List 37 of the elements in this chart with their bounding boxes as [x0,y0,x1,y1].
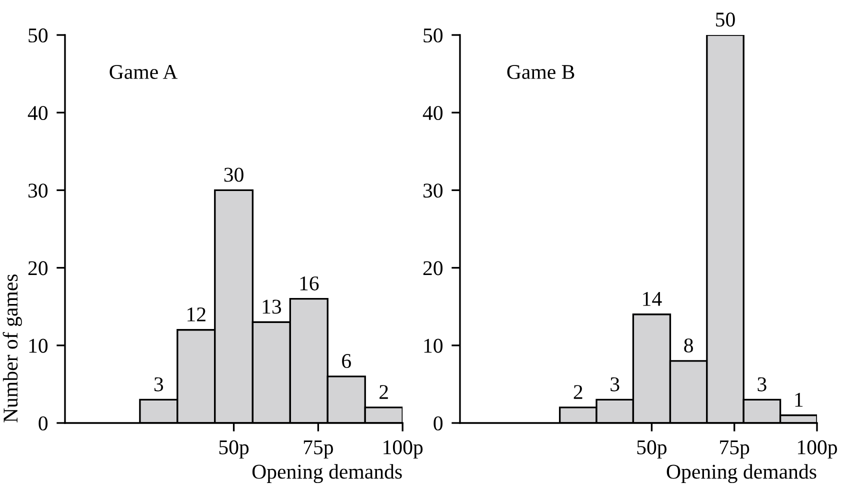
x-tick-label: 75p [720,440,750,459]
x-tick-label: 75p [304,440,333,459]
data-label: 3 [758,377,766,392]
y-tick-label: 20 [423,261,443,276]
y-tick-label: 0 [434,416,443,430]
y-tick-label: 50 [424,28,443,42]
data-label: 2 [574,385,582,399]
y-tick-label: 40 [28,106,48,120]
x-tick-label: 50p [219,440,249,459]
y-tick-label: 10 [29,338,48,353]
text: Game B [507,65,574,80]
y-tick-label: 30 [423,184,443,198]
y-tick-label: 20 [28,261,48,276]
data-label: 16 [300,276,319,290]
data-label: 50 [716,12,735,27]
data-label: 1 [795,392,803,407]
x-axis-title: Opening demands [252,464,402,484]
x-axis-title: Opening demands [666,464,816,484]
y-tick-label: 10 [424,338,443,353]
y-tick-label: 40 [422,106,443,120]
data-label: 12 [188,307,206,322]
y-axis-title: Number of games [2,274,22,422]
data-label: 13 [262,300,282,314]
data-label: 3 [154,377,164,392]
data-label: 30 [224,168,244,182]
y-tick-label: 50 [28,28,48,42]
data-label: 3 [610,377,620,392]
data-label: 6 [342,354,351,368]
y-tick-label: 30 [28,184,48,198]
data-label: 8 [684,338,693,353]
x-tick-label: 50p [637,440,667,459]
data-label: 14 [643,292,662,306]
x-tick-label: 100p [798,440,838,459]
text: Game A [110,65,178,80]
x-tick-label: 100p [384,440,423,459]
y-tick-label: 0 [38,416,48,430]
data-label: 2 [380,385,388,399]
